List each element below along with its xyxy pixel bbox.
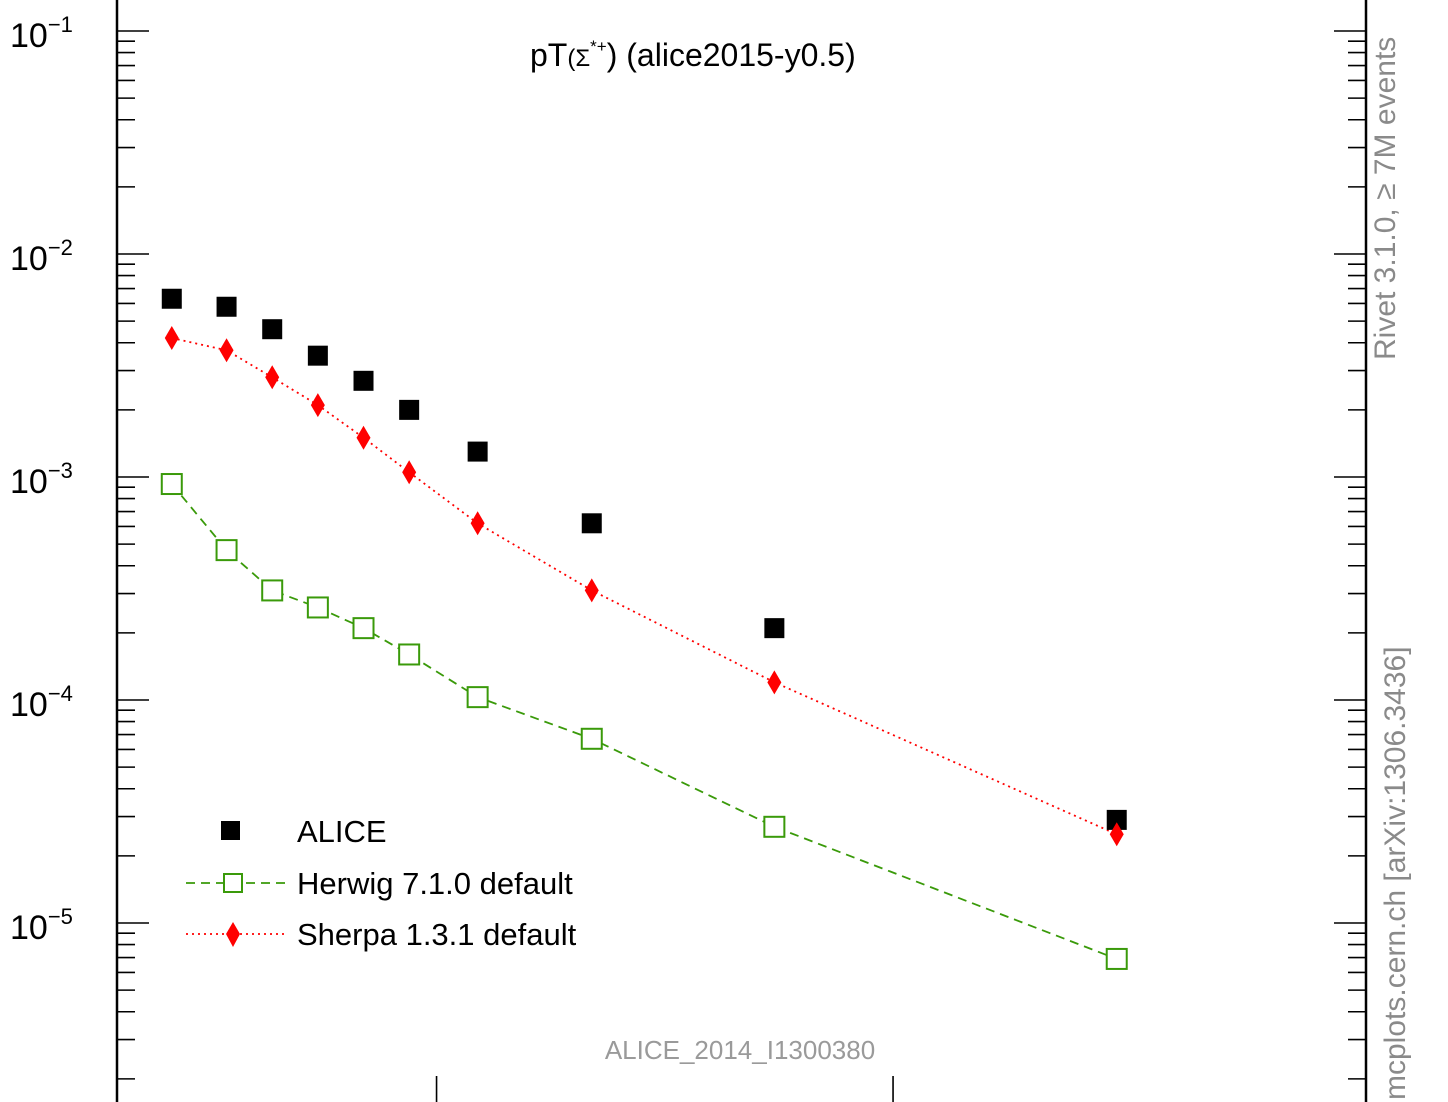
chart-title: pT(Σ*+) (alice2015-y0.5): [530, 37, 856, 73]
series-line-1: [171, 483, 1118, 960]
legend: ALICE Herwig 7.1.0 default Sherpa 1.3.1 …: [186, 814, 577, 952]
data-point-alice: [399, 399, 420, 420]
data-point-herwig: [763, 815, 786, 838]
data-point-alice: [467, 441, 488, 462]
data-point-herwig: [160, 473, 183, 496]
y-tick-label-5: 10−5: [10, 904, 73, 947]
data-point-sherpa: [402, 460, 417, 485]
data-point-sherpa: [219, 338, 234, 363]
data-point-alice: [307, 345, 328, 366]
data-point-herwig: [398, 643, 421, 666]
mcplots-label: mcplots.cern.ch [arXiv:1306.3436]: [1379, 646, 1412, 1100]
data-point-sherpa: [584, 578, 599, 603]
legend-label-herwig: Herwig 7.1.0 default: [297, 866, 573, 901]
data-point-herwig: [306, 596, 329, 619]
data-point-herwig: [352, 617, 375, 640]
data-point-sherpa: [310, 393, 325, 418]
analysis-id: ALICE_2014_I1300380: [605, 1035, 875, 1065]
y-tick-label-2: 10−2: [10, 235, 73, 278]
data-point-herwig: [580, 727, 603, 750]
legend-marker-alice: [221, 821, 240, 840]
data-point-herwig: [215, 539, 238, 562]
data-point-alice: [262, 319, 283, 340]
x-axis-ticks: [435, 1076, 894, 1102]
legend-label-sherpa: Sherpa 1.3.1 default: [297, 917, 577, 952]
data-point-sherpa: [767, 670, 782, 695]
data-point-alice: [764, 618, 785, 639]
legend-marker-herwig: [223, 873, 243, 893]
data-point-sherpa: [470, 511, 485, 536]
data-point-alice: [216, 296, 237, 317]
y-axis-tick-labels: 10−1 10−2 10−3 10−4 10−5: [10, 12, 73, 947]
data-point-alice: [1106, 809, 1127, 830]
data-point-alice: [581, 513, 602, 534]
y-axis-ticks: [117, 30, 1366, 1080]
series-layer: [160, 288, 1128, 970]
data-point-alice: [353, 370, 374, 391]
rivet-version-label: Rivet 3.1.0, ≥ 7M events: [1369, 37, 1402, 360]
y-tick-label-4: 10−4: [10, 681, 73, 724]
legend-marker-sherpa: [226, 922, 240, 947]
legend-label-alice: ALICE: [297, 814, 387, 849]
y-tick-label-1: 10−1: [10, 12, 73, 55]
series-line-2: [171, 337, 1118, 836]
data-point-herwig: [466, 686, 489, 709]
data-point-sherpa: [1109, 822, 1124, 847]
data-point-herwig: [1105, 947, 1128, 970]
data-point-alice: [161, 288, 182, 309]
data-point-herwig: [261, 579, 284, 602]
data-point-sherpa: [356, 425, 371, 450]
y-tick-label-3: 10−3: [10, 458, 73, 501]
data-point-sherpa: [265, 365, 280, 390]
data-point-sherpa: [164, 326, 179, 351]
